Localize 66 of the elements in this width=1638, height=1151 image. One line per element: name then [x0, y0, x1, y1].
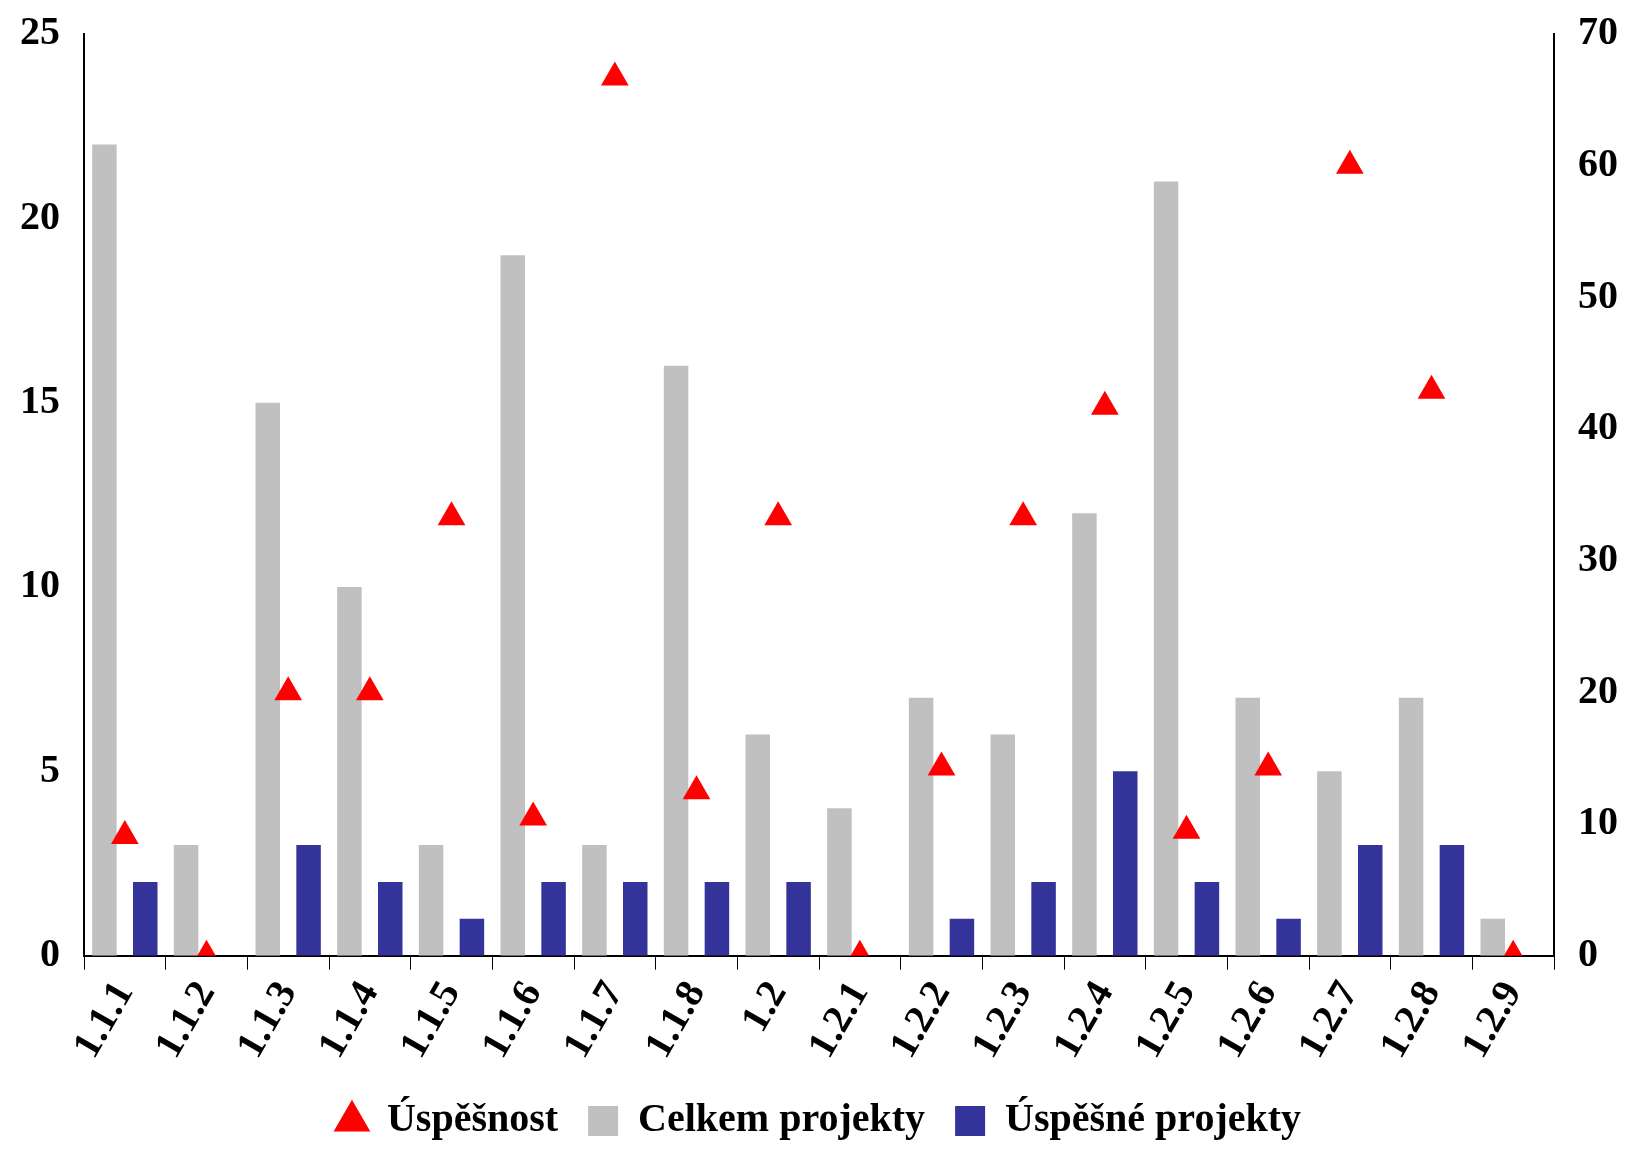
point	[110, 819, 139, 844]
point	[1335, 149, 1364, 174]
y2-tick-label: 30	[1578, 535, 1618, 581]
bar	[541, 881, 566, 956]
bar	[1113, 771, 1138, 956]
y2-tick-label: 60	[1578, 140, 1618, 185]
point	[437, 501, 466, 526]
bar	[786, 881, 811, 956]
bar	[827, 808, 852, 956]
bar	[1480, 918, 1505, 956]
bar	[1276, 918, 1301, 956]
point	[519, 801, 548, 826]
bar	[173, 845, 199, 956]
point	[1009, 501, 1038, 526]
y-tick-label: 0	[40, 930, 60, 976]
bar	[663, 365, 689, 956]
y-tick-label: 20	[20, 192, 60, 238]
point	[1172, 814, 1201, 839]
bar	[1031, 881, 1056, 956]
y2-tick-label: 70	[1578, 8, 1618, 54]
y-tick-label: 15	[20, 377, 60, 423]
bar	[745, 734, 770, 956]
bar	[908, 697, 934, 956]
point	[274, 676, 303, 701]
bar	[459, 918, 485, 956]
bar	[378, 881, 403, 956]
bar	[1398, 697, 1424, 956]
bar	[92, 144, 117, 956]
legend-label: Úspěšnost	[386, 1095, 559, 1141]
point	[355, 676, 384, 701]
y-tick-label: 5	[40, 745, 60, 791]
point	[1417, 374, 1446, 399]
point	[600, 61, 629, 86]
x-tick-label: 1.2	[730, 972, 795, 1039]
bar	[990, 734, 1015, 956]
bar	[582, 845, 607, 956]
bar	[623, 881, 648, 956]
bar	[1072, 513, 1097, 956]
point	[682, 775, 711, 800]
bar	[704, 881, 730, 956]
bar	[949, 918, 975, 956]
bar	[1194, 881, 1220, 956]
point	[927, 751, 956, 776]
bar	[255, 402, 280, 956]
bar	[1317, 771, 1342, 956]
y2-tick-label: 10	[1578, 798, 1618, 844]
y-tick-label: 10	[20, 561, 60, 607]
bar	[1439, 845, 1465, 956]
y2-tick-label: 50	[1578, 271, 1618, 317]
bar	[1235, 697, 1260, 956]
bar	[1358, 845, 1383, 956]
bar	[418, 845, 444, 956]
y2-tick-label: 0	[1578, 930, 1598, 976]
y-tick-label: 25	[20, 8, 60, 54]
bar	[500, 255, 525, 956]
bar	[337, 587, 362, 956]
point	[1090, 390, 1119, 415]
point	[764, 501, 793, 526]
bar	[1153, 181, 1179, 956]
bar	[296, 845, 321, 956]
legend-label: Úspěšné projekty	[1005, 1095, 1302, 1141]
legend-label: Celkem projekty	[638, 1095, 926, 1141]
bar	[133, 881, 158, 956]
y2-tick-label: 40	[1578, 403, 1618, 449]
y2-tick-label: 20	[1578, 666, 1618, 712]
point	[1254, 751, 1283, 776]
